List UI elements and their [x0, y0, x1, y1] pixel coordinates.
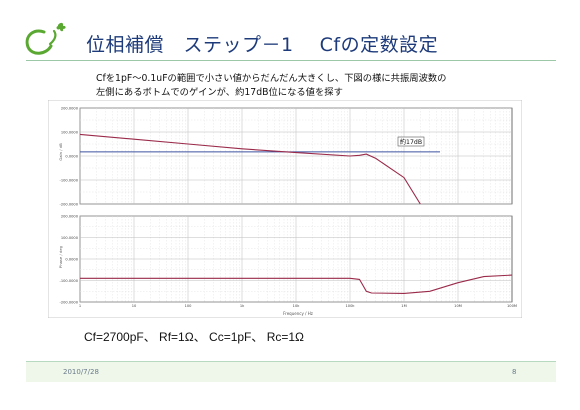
description-line-2: 左側にあるボトムでのゲインが、約17dB位になる値を探す: [96, 87, 343, 98]
x-tick-label: 10k: [293, 304, 301, 308]
parameter-values: Cf=2700pF、 Rf=1Ω、 Cc=1pF、 Rc=1Ω: [84, 330, 305, 344]
title-divider: [26, 60, 556, 61]
slide-date: 2010/7/28: [63, 368, 99, 376]
x-tick-label: 10M: [454, 304, 462, 308]
x-tick-label: 100k: [346, 304, 356, 308]
page-number: 8: [512, 368, 517, 376]
slide-title: 位相補償 ステップ－1 Cfの定数設定: [86, 34, 439, 56]
y-tick-label: 200.0000: [61, 214, 79, 218]
x-tick-label: 1M: [401, 304, 406, 308]
y-tick-label: -200.0000: [60, 300, 79, 304]
x-tick-label: 1: [79, 304, 81, 308]
x-axis-labels: 1 10 100 1k 10k 100k 1M 10M 100M: [79, 304, 517, 308]
phase-grid: [79, 215, 513, 303]
y-tick-label: 0.0000: [65, 257, 78, 261]
annotation-box: [397, 136, 425, 147]
description: Cfを1pF～0.1uFの範囲で小さい値からだんだん大きくし、下図の様に共振周波…: [96, 72, 546, 100]
description-line-1: Cfを1pF～0.1uFの範囲で小さい値からだんだん大きくし、下図の様に共振周波…: [96, 73, 447, 84]
gain-curve: [79, 133, 421, 205]
x-tick-label: 1k: [240, 304, 245, 308]
footer-bar: [26, 362, 556, 382]
footer-divider: [26, 361, 556, 362]
y-tick-label: 100.0000: [61, 236, 79, 240]
annotation-label: 約17dB: [400, 138, 422, 146]
y-tick-label: 100.0000: [61, 130, 79, 134]
phase-axis-label: Phase / deg: [58, 245, 63, 268]
y-tick-label: -200.0000: [60, 202, 79, 206]
company-logo: [25, 22, 66, 55]
gain-axis-label: Gain / dB: [58, 143, 63, 161]
phase-curve: [80, 274, 513, 294]
frequency-axis-label: Frequency / Hz: [283, 311, 313, 316]
gain-grid: [79, 107, 513, 205]
y-tick-label: 200.0000: [61, 106, 79, 110]
x-tick-label: 100M: [507, 304, 517, 308]
x-tick-label: 10: [132, 304, 137, 308]
y-axis-labels: 200.0000 100.0000 0.0000 -100.0000 -200.0000…: [60, 106, 79, 304]
y-tick-label: -100.0000: [60, 279, 79, 283]
x-tick-label: 100: [185, 304, 193, 308]
y-tick-label: 0.0000: [65, 154, 78, 158]
bode-plot: 200.0000100.00000.0000-100.0000-200.0000…: [48, 100, 522, 318]
y-tick-label: -100.0000: [60, 178, 79, 182]
